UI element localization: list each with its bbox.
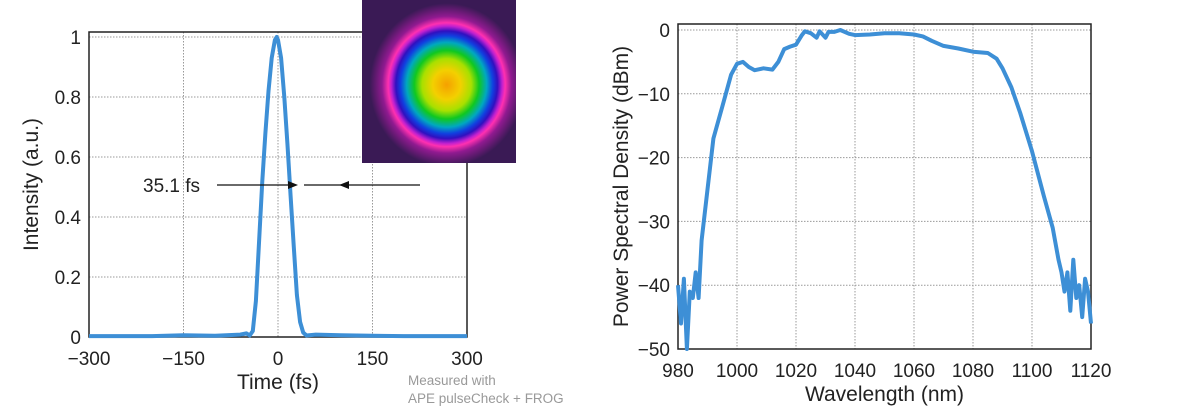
y-tick-label: 0.8 xyxy=(55,88,81,109)
spectrum-chart: 980 1000 1020 1040 1060 1080 1100 1120 −50 −40 −30… xyxy=(610,21,1111,406)
y-tick-label: −20 xyxy=(638,149,670,170)
x-tick-label: 1100 xyxy=(1012,361,1053,382)
x-tick-label: 1080 xyxy=(952,361,994,382)
y-tick-label: −50 xyxy=(638,340,670,361)
x-tick-label: 300 xyxy=(451,349,483,370)
y-tick-label: −10 xyxy=(638,85,670,106)
arrowhead-icon xyxy=(339,181,349,189)
x-tick-label: 0 xyxy=(273,349,284,370)
plot-frame xyxy=(677,23,1092,350)
x-tick-label: 1040 xyxy=(834,361,876,382)
beam-profile-image xyxy=(362,0,516,163)
x-tick-label: 980 xyxy=(662,361,694,382)
arrowhead-icon xyxy=(288,181,298,189)
y-tick-label: −40 xyxy=(638,276,670,297)
data-line xyxy=(89,35,467,339)
measurement-note: Measured with APE pulseCheck + FROG xyxy=(408,372,564,408)
x-tick-label: 1120 xyxy=(1071,361,1112,382)
plot-frame xyxy=(88,31,468,338)
fwhm-annotation: 35.1 fs xyxy=(143,176,200,197)
y-axis-label: Power Spectral Density (dBm) xyxy=(610,46,633,327)
data-line xyxy=(676,28,1093,351)
x-axis-label: Wavelength (nm) xyxy=(805,383,964,406)
x-tick-label: −300 xyxy=(68,349,111,370)
pulse-chart: −300 −150 0 150 300 0 0.2 0.4 0.6 0.8 1 Time (fs) In… xyxy=(20,28,483,394)
note-line-1: Measured with xyxy=(408,373,496,388)
y-tick-label: 0 xyxy=(659,21,670,42)
y-tick-label: 0.4 xyxy=(55,208,82,229)
y-tick-label: 0 xyxy=(70,328,81,349)
y-tick-label: 0.2 xyxy=(55,268,81,289)
note-line-2: APE pulseCheck + FROG xyxy=(408,391,564,406)
x-tick-label: 1060 xyxy=(893,361,935,382)
x-tick-label: 150 xyxy=(357,349,389,370)
y-tick-label: 1 xyxy=(70,28,81,49)
y-tick-label: 0.6 xyxy=(55,148,81,169)
x-axis-label: Time (fs) xyxy=(237,371,319,394)
y-tick-label: −30 xyxy=(638,212,670,233)
y-axis-label: Intensity (a.u.) xyxy=(20,118,43,251)
x-tick-label: 1000 xyxy=(716,361,758,382)
x-tick-label: 1020 xyxy=(775,361,817,382)
x-tick-label: −150 xyxy=(162,349,205,370)
